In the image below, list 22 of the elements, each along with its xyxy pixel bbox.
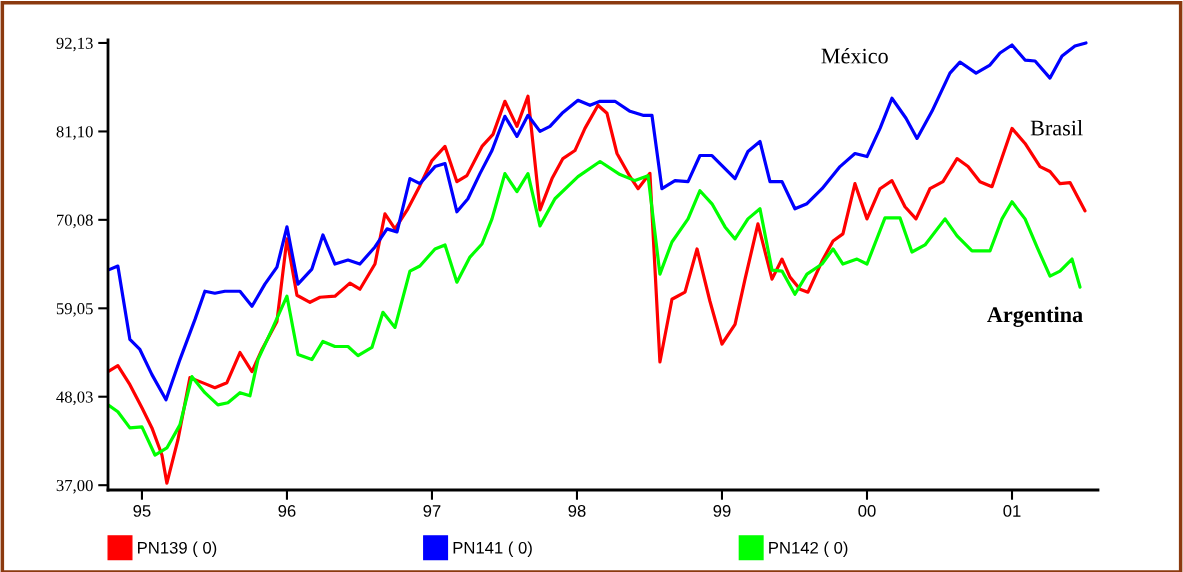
x-tick-label: 96 — [278, 505, 296, 517]
legend-label: PN142 ( 0) — [769, 541, 848, 557]
line-series — [108, 94, 1087, 485]
y-tick-label: 70,08 — [57, 214, 93, 229]
annotation: México — [821, 47, 888, 64]
annotation: Argentina — [987, 306, 1083, 327]
x-tick-label: 95 — [133, 505, 151, 517]
x-tick-label: 98 — [568, 505, 586, 517]
x-tick-label: 97 — [423, 505, 441, 517]
x-tick-label: 00 — [858, 505, 876, 517]
x-tick-label: 99 — [713, 505, 731, 517]
y-tick-label: 48,03 — [56, 391, 93, 406]
y-tick-label: 92,13 — [56, 37, 93, 52]
x-tick-label: 01 — [1003, 505, 1021, 517]
line-series — [108, 159, 1082, 457]
annotation: Brasil — [1030, 119, 1083, 136]
line-series — [108, 41, 1088, 402]
y-tick-label: 37,00 — [56, 479, 93, 494]
y-tick-label: 59,05 — [56, 303, 93, 317]
legend-label: PN141 ( 0) — [453, 541, 532, 557]
legend-label: PN139 ( 0) — [138, 541, 217, 557]
y-tick-label: 81,10 — [56, 126, 93, 140]
